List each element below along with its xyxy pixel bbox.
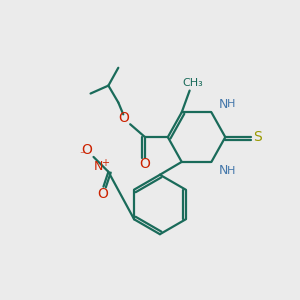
Text: O: O (118, 111, 129, 125)
Text: H: H (227, 99, 236, 110)
Text: S: S (254, 130, 262, 144)
Text: +: + (101, 158, 110, 168)
Text: N: N (219, 164, 228, 177)
Text: H: H (227, 166, 236, 176)
Text: O: O (81, 143, 92, 157)
Text: ⁻: ⁻ (80, 150, 86, 160)
Text: O: O (140, 157, 151, 171)
Text: N: N (94, 160, 103, 173)
Text: O: O (97, 187, 108, 201)
Text: CH₃: CH₃ (182, 78, 203, 88)
Text: N: N (219, 98, 228, 111)
